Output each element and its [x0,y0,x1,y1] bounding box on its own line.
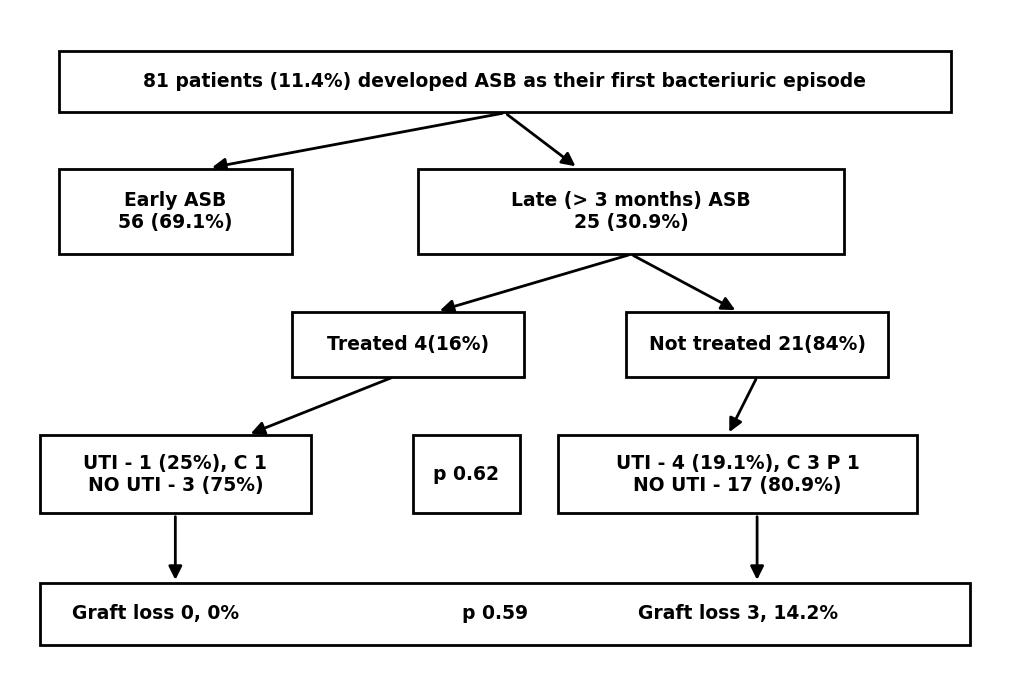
FancyBboxPatch shape [559,435,917,513]
FancyBboxPatch shape [626,312,888,377]
FancyBboxPatch shape [59,169,292,254]
FancyBboxPatch shape [418,169,844,254]
FancyBboxPatch shape [292,312,524,377]
Text: Early ASB
56 (69.1%): Early ASB 56 (69.1%) [118,191,232,232]
FancyBboxPatch shape [59,51,951,112]
Text: p 0.59: p 0.59 [463,604,528,623]
FancyBboxPatch shape [39,583,971,645]
Text: UTI - 4 (19.1%), C 3 P 1
NO UTI - 17 (80.9%): UTI - 4 (19.1%), C 3 P 1 NO UTI - 17 (80… [616,454,860,495]
Text: Treated 4(16%): Treated 4(16%) [327,335,489,354]
Text: Late (> 3 months) ASB
25 (30.9%): Late (> 3 months) ASB 25 (30.9%) [511,191,750,232]
Text: Graft loss 3, 14.2%: Graft loss 3, 14.2% [637,604,837,623]
Text: Not treated 21(84%): Not treated 21(84%) [648,335,866,354]
Text: Graft loss 0, 0%: Graft loss 0, 0% [73,604,239,623]
FancyBboxPatch shape [39,435,311,513]
Text: 81 patients (11.4%) developed ASB as their first bacteriuric episode: 81 patients (11.4%) developed ASB as the… [143,72,867,91]
Text: UTI - 1 (25%), C 1
NO UTI - 3 (75%): UTI - 1 (25%), C 1 NO UTI - 3 (75%) [84,454,268,495]
Text: p 0.62: p 0.62 [433,465,499,484]
FancyBboxPatch shape [413,435,519,513]
